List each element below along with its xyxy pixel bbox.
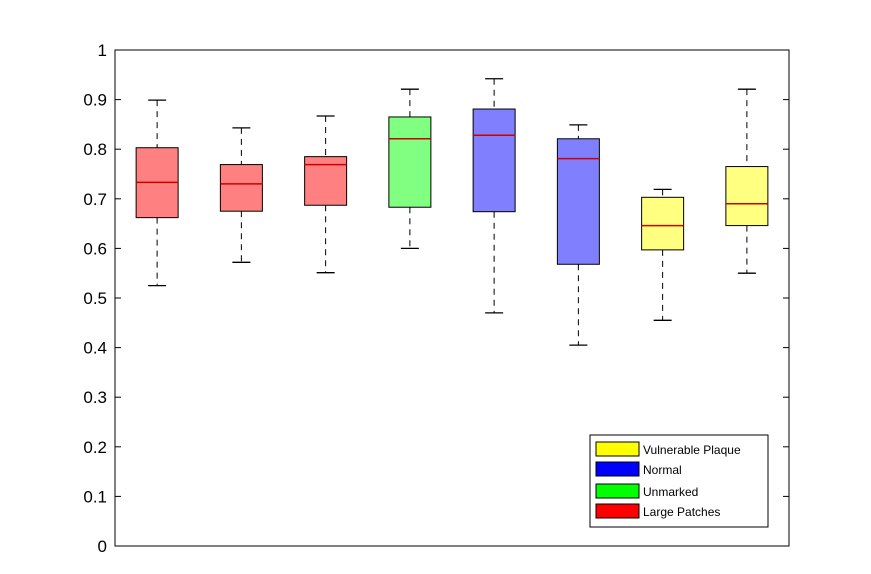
box-body	[219, 164, 263, 212]
y-tick-label: 0.8	[83, 140, 107, 159]
box-body	[725, 166, 769, 227]
box-6	[556, 124, 600, 346]
y-tick-label: 0.3	[83, 388, 107, 407]
y-tick-label: 1	[98, 41, 107, 60]
y-tick-label: 0.1	[83, 487, 107, 506]
box-body	[388, 116, 432, 208]
y-tick-label: 0.7	[83, 190, 107, 209]
y-tick-label: 0.4	[83, 339, 107, 358]
legend-swatch-normal	[595, 461, 640, 477]
legend: Vulnerable Plaque Normal Unmarked Large …	[589, 434, 769, 528]
y-tick-label: 0.6	[83, 239, 107, 258]
box-8	[725, 88, 769, 274]
box-2	[219, 127, 263, 263]
y-tick-label: 0.2	[83, 438, 107, 457]
legend-label-normal: Normal	[643, 463, 682, 477]
box-1	[135, 99, 179, 287]
legend-label-unmarked: Unmarked	[643, 485, 698, 499]
box-7	[641, 188, 685, 321]
y-tick-label: 0	[98, 537, 107, 556]
legend-swatch-unmarked	[595, 483, 640, 499]
box-body	[556, 138, 600, 265]
box-series	[135, 78, 769, 346]
box-body	[641, 196, 685, 251]
box-4	[388, 88, 432, 250]
y-tick-label: 0.9	[83, 91, 107, 110]
box-3	[304, 115, 348, 274]
legend-label-large-patches: Large Patches	[643, 505, 720, 519]
box-body	[472, 108, 516, 213]
legend-swatch-vulnerable-plaque	[595, 441, 640, 457]
legend-label-vulnerable-plaque: Vulnerable Plaque	[643, 443, 741, 457]
y-axis: 0 0.1 0.2 0.3 0.4 0.5 0.6 0.7 0.8 0.9 1	[83, 41, 789, 556]
y-tick-label: 0.5	[83, 289, 107, 308]
box-5	[472, 78, 516, 314]
legend-swatch-large-patches	[595, 503, 640, 519]
